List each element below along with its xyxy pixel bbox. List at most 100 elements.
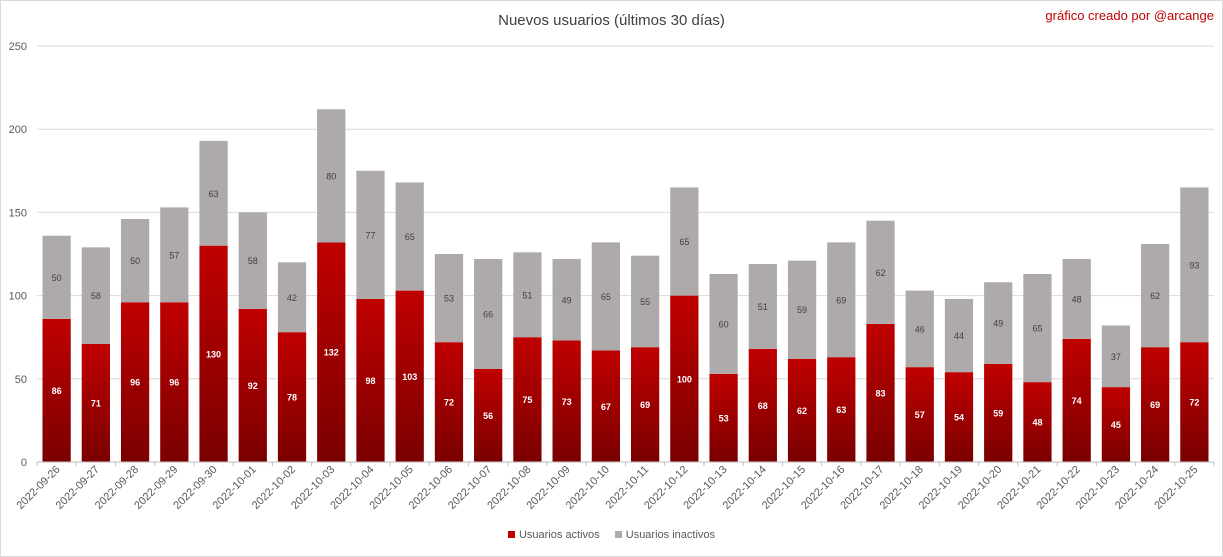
bar-active bbox=[42, 318, 71, 462]
data-label-inactive: 51 bbox=[522, 290, 532, 300]
data-label-inactive: 55 bbox=[640, 297, 650, 307]
data-label-active: 59 bbox=[993, 408, 1003, 418]
gridlines bbox=[37, 45, 1214, 380]
bar-inactive bbox=[356, 170, 385, 299]
bar-active bbox=[395, 290, 424, 462]
bar-inactive bbox=[277, 262, 307, 333]
bar-active bbox=[120, 302, 150, 462]
bar-inactive bbox=[591, 242, 621, 351]
bar-active bbox=[670, 295, 699, 462]
bar-active bbox=[944, 372, 974, 462]
bar-inactive bbox=[1141, 244, 1170, 348]
data-label-inactive: 50 bbox=[52, 273, 62, 283]
data-label-inactive: 65 bbox=[679, 237, 689, 247]
y-tick-label: 100 bbox=[9, 291, 27, 303]
bar-inactive bbox=[827, 242, 856, 358]
bars bbox=[42, 109, 1209, 462]
data-label-inactive: 65 bbox=[601, 292, 611, 302]
data-label-active: 48 bbox=[1032, 418, 1042, 428]
data-label-inactive: 65 bbox=[405, 232, 415, 242]
data-label-active: 53 bbox=[719, 413, 729, 423]
bar-inactive bbox=[866, 220, 895, 324]
data-label-inactive: 49 bbox=[562, 295, 572, 305]
data-label-active: 100 bbox=[677, 374, 692, 384]
data-label-active: 73 bbox=[562, 397, 572, 407]
legend-item-inactive: Usuarios inactivos bbox=[614, 529, 716, 541]
bar-inactive bbox=[670, 187, 699, 296]
credit-label: gráfico creado por @arcange bbox=[1045, 8, 1214, 23]
bar-inactive bbox=[1180, 187, 1209, 343]
bar-active bbox=[356, 298, 385, 462]
legend-swatch-active bbox=[507, 531, 515, 538]
chart-title: Nuevos usuarios (últimos 30 días) bbox=[498, 12, 725, 29]
legend-swatch-inactive bbox=[614, 531, 622, 538]
bar-active bbox=[787, 358, 817, 462]
data-label-active: 130 bbox=[206, 349, 221, 359]
data-label-inactive: 58 bbox=[91, 291, 101, 301]
data-label-active: 69 bbox=[1150, 400, 1160, 410]
bar-active bbox=[591, 350, 621, 462]
bar-active bbox=[748, 348, 777, 462]
bar-active bbox=[238, 308, 267, 462]
data-label-active: 96 bbox=[169, 378, 179, 388]
bar-inactive bbox=[160, 207, 189, 303]
data-label-active: 78 bbox=[287, 393, 297, 403]
data-label-inactive: 80 bbox=[326, 171, 336, 181]
bar-active bbox=[827, 357, 856, 462]
bar-active bbox=[1141, 347, 1170, 462]
bar-inactive bbox=[1101, 325, 1131, 388]
data-label-active: 56 bbox=[483, 411, 493, 421]
bar-active bbox=[277, 332, 307, 462]
data-label-active: 69 bbox=[640, 400, 650, 410]
data-label-inactive: 59 bbox=[797, 305, 807, 315]
data-label-inactive: 60 bbox=[719, 319, 729, 329]
bar-inactive bbox=[474, 258, 503, 369]
bar-inactive bbox=[905, 290, 934, 368]
bar-active bbox=[513, 337, 542, 462]
bar-inactive bbox=[317, 109, 346, 243]
data-label-active: 72 bbox=[444, 398, 454, 408]
y-tick-label: 150 bbox=[9, 207, 27, 219]
bar-inactive bbox=[787, 260, 817, 359]
data-label-active: 63 bbox=[836, 405, 846, 415]
bar-active bbox=[199, 245, 228, 462]
bar-inactive bbox=[434, 254, 464, 343]
data-label-active: 92 bbox=[248, 381, 258, 391]
bar-inactive bbox=[513, 252, 542, 338]
data-label-inactive: 62 bbox=[1150, 291, 1160, 301]
bar-inactive bbox=[1023, 273, 1052, 383]
data-label-inactive: 69 bbox=[836, 295, 846, 305]
data-label-active: 98 bbox=[365, 376, 375, 386]
bar-inactive bbox=[238, 212, 267, 309]
data-label-active: 67 bbox=[601, 402, 611, 412]
bar-active bbox=[1180, 342, 1209, 462]
bar-inactive bbox=[552, 258, 581, 341]
data-label-active: 71 bbox=[91, 398, 101, 408]
bar-active bbox=[552, 340, 581, 462]
legend-label-active: Usuarios activos bbox=[518, 529, 600, 541]
data-label-inactive: 66 bbox=[483, 309, 493, 319]
data-label-inactive: 48 bbox=[1072, 294, 1082, 304]
y-tick-label: 200 bbox=[9, 124, 27, 136]
data-label-inactive: 65 bbox=[1032, 324, 1042, 334]
data-label-active: 86 bbox=[52, 386, 62, 396]
bar-inactive bbox=[199, 140, 228, 246]
data-label-active: 74 bbox=[1072, 396, 1082, 406]
bar-active bbox=[630, 347, 660, 462]
data-label-inactive: 42 bbox=[287, 293, 297, 303]
data-label-inactive: 49 bbox=[993, 319, 1003, 329]
data-label-inactive: 37 bbox=[1111, 352, 1121, 362]
bar-inactive bbox=[1062, 258, 1091, 339]
legend-label-inactive: Usuarios inactivos bbox=[625, 529, 716, 541]
bar-inactive bbox=[630, 255, 660, 348]
bar-active bbox=[984, 363, 1013, 462]
y-tick-label: 50 bbox=[15, 374, 27, 386]
data-label-inactive: 51 bbox=[758, 302, 768, 312]
data-label-active: 72 bbox=[1189, 398, 1199, 408]
bar-inactive bbox=[748, 263, 777, 349]
bar-active bbox=[1023, 382, 1052, 462]
bar-inactive bbox=[709, 273, 738, 374]
bar-active bbox=[709, 373, 738, 462]
data-label-inactive: 62 bbox=[876, 268, 886, 278]
